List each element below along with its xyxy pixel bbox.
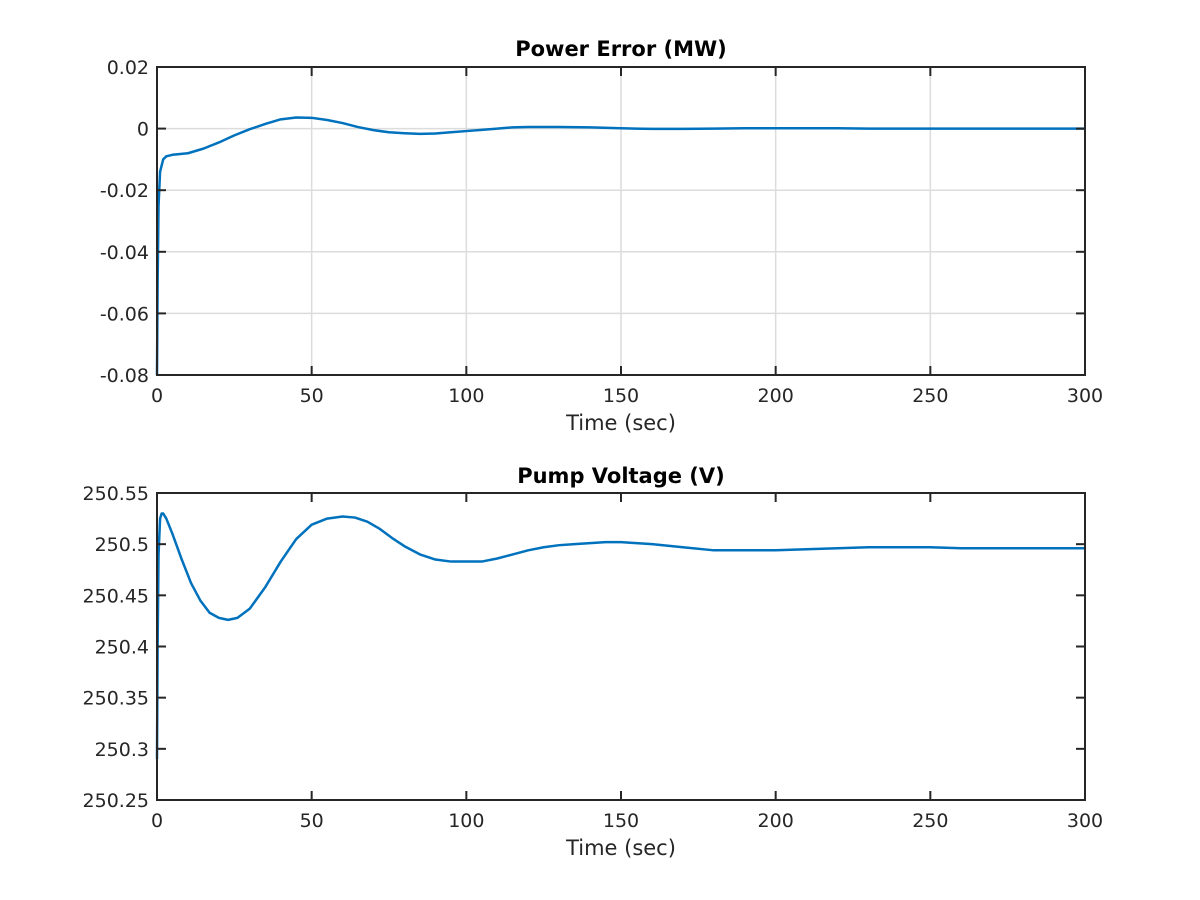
pump-voltage-ytick-label-1: 250.3 [95, 739, 149, 761]
pump-voltage-xtick-label-6: 300 [1067, 810, 1103, 832]
power-error-xtick-label-5: 250 [912, 385, 948, 407]
pump-voltage-xtick-label-4: 200 [758, 810, 794, 832]
pump-voltage-xtick-label-3: 150 [603, 810, 639, 832]
power-error-ytick-label-0: -0.08 [100, 365, 149, 387]
power-error-plot: Power Error (MW) Time (sec) 0 50 100 150 200… [100, 37, 1103, 435]
pump-voltage-ytick-label-5: 250.5 [95, 534, 149, 556]
power-error-xtick-label-1: 50 [300, 385, 324, 407]
power-error-xtick-label-4: 200 [758, 385, 794, 407]
pump-voltage-ytick-label-0: 250.25 [83, 790, 149, 812]
pump-voltage-xtick-label-2: 100 [448, 810, 484, 832]
power-error-title: Power Error (MW) [515, 37, 727, 61]
power-error-ytick-label-3: -0.02 [100, 180, 149, 202]
pump-voltage-plot: Pump Voltage (V) Time (sec) 0 50 100 150 200… [83, 464, 1104, 860]
pump-voltage-xtick-label-0: 0 [151, 810, 163, 832]
power-error-ytick-label-5: 0.02 [107, 57, 149, 79]
pump-voltage-title: Pump Voltage (V) [517, 464, 725, 488]
power-error-ytick-label-1: -0.06 [100, 303, 149, 325]
pump-voltage-xlabel: Time (sec) [565, 836, 676, 860]
pump-voltage-ytick-label-6: 250.55 [83, 483, 149, 505]
power-error-ytick-label-4: 0 [137, 119, 149, 141]
power-error-xlabel: Time (sec) [565, 411, 676, 435]
pump-voltage-ytick-label-2: 250.35 [83, 688, 149, 710]
pump-voltage-xtick-label-5: 250 [912, 810, 948, 832]
power-error-xtick-label-6: 300 [1067, 385, 1103, 407]
power-error-xtick-label-3: 150 [603, 385, 639, 407]
pump-voltage-series-line-0 [155, 512, 1085, 760]
power-error-xtick-label-0: 0 [151, 385, 163, 407]
pump-voltage-ytick-label-4: 250.45 [83, 585, 149, 607]
power-error-xtick-label-2: 100 [448, 385, 484, 407]
power-error-ytick-label-2: -0.04 [100, 242, 149, 264]
pump-voltage-ytick-label-3: 250.4 [95, 637, 149, 659]
power-error-series-line-0 [155, 116, 1085, 376]
pump-voltage-xtick-label-1: 50 [300, 810, 324, 832]
